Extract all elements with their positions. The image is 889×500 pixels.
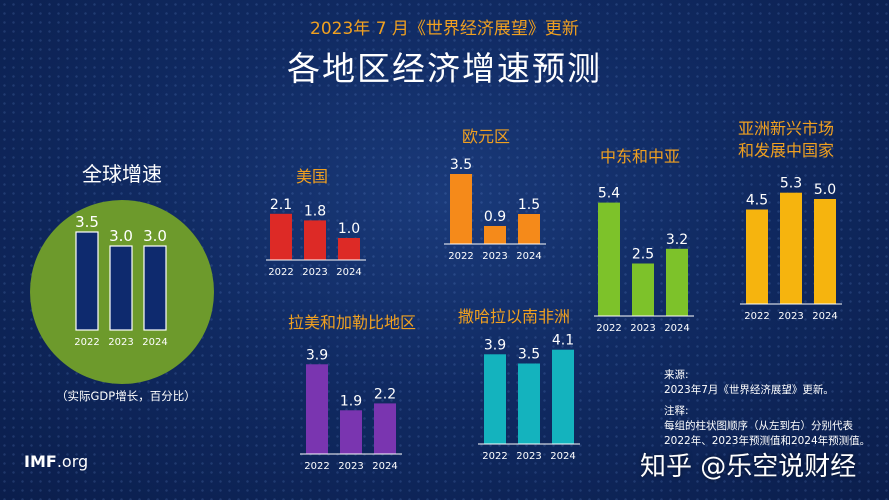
latam-bar-2024 — [374, 403, 396, 454]
gdp-unit-note: （实际GDP增长，百分比） — [56, 389, 196, 403]
us-value-label-2024: 1.0 — [338, 221, 360, 237]
chart-euro: 3.5 2022 0.9 2023 1.5 2024 — [444, 157, 546, 262]
chart-ssa: 3.9 2022 3.5 2023 4.1 2024 — [478, 333, 580, 462]
global-growth-title: 全球增速 — [82, 162, 162, 186]
mena-bar-2022 — [598, 202, 620, 316]
ssa-tick-label-2024: 2024 — [550, 451, 575, 462]
ssa-tick-label-2022: 2022 — [482, 451, 507, 462]
mena-title: 中东和中亚 — [600, 147, 681, 166]
latam-tick-label-2022: 2022 — [304, 461, 329, 472]
chart-asia: 4.5 2022 5.3 2023 5.0 2024 — [740, 176, 842, 322]
latam-tick-label-2023: 2023 — [338, 461, 363, 472]
ssa-bar-2022 — [484, 354, 506, 444]
us-bar-2023 — [304, 220, 326, 260]
latam-bar-2023 — [340, 410, 362, 454]
report-subtitle: 2023年 7 月《世界经济展望》更新 — [310, 19, 579, 39]
ssa-title: 撒哈拉以南非洲 — [458, 307, 571, 326]
imf-logo[interactable]: IMF.org — [24, 452, 88, 471]
asia-bar-2023 — [780, 192, 802, 304]
source-label: 来源: — [664, 369, 689, 381]
asia-tick-label-2022: 2022 — [744, 311, 769, 322]
latam-tick-label-2024: 2024 — [372, 461, 397, 472]
ssa-value-label-2024: 4.1 — [552, 333, 574, 349]
euro-tick-label-2023: 2023 — [482, 251, 507, 262]
us-value-label-2023: 1.8 — [304, 203, 326, 219]
euro-title: 欧元区 — [462, 127, 511, 146]
chart-latam: 3.9 2022 1.9 2023 2.2 2024 — [300, 347, 402, 472]
global-value-label-2024: 3.0 — [143, 227, 167, 245]
ssa-value-label-2022: 3.9 — [484, 337, 506, 353]
latam-title: 拉美和加勒比地区 — [288, 313, 417, 332]
euro-tick-label-2024: 2024 — [516, 251, 541, 262]
mena-value-label-2023: 2.5 — [632, 247, 654, 263]
mena-bar-2023 — [632, 263, 654, 316]
zhihu-watermark: 知乎 @乐空说财经 — [640, 452, 857, 482]
notes-label: 注释: — [664, 405, 689, 417]
global-bar-2022 — [75, 231, 99, 331]
global-bar-2024 — [143, 245, 167, 331]
euro-value-label-2022: 3.5 — [450, 157, 472, 173]
euro-bar-2022 — [450, 174, 472, 244]
global-value-label-2023: 3.0 — [109, 227, 133, 245]
euro-value-label-2023: 0.9 — [484, 209, 506, 225]
mena-tick-label-2022: 2022 — [596, 323, 621, 334]
ssa-bar-2023 — [518, 363, 540, 444]
us-value-label-2022: 2.1 — [270, 197, 292, 213]
global-tick-label-2022: 2022 — [74, 337, 99, 348]
euro-bar-2023 — [484, 226, 506, 244]
asia-value-label-2024: 5.0 — [814, 182, 836, 198]
page-title: 各地区经济增速预测 — [287, 49, 602, 88]
us-tick-label-2024: 2024 — [336, 267, 361, 278]
latam-value-label-2024: 2.2 — [374, 386, 396, 402]
mena-tick-label-2024: 2024 — [664, 323, 689, 334]
global-tick-label-2023: 2023 — [108, 337, 133, 348]
euro-bar-2024 — [518, 214, 540, 244]
asia-title-line-2: 和发展中国家 — [738, 141, 835, 160]
euro-value-label-2024: 1.5 — [518, 197, 540, 213]
source-block: 来源: 2023年7月《世界经济展望》更新。 注释: 每组的柱状图顺序（从左到右… — [664, 368, 870, 449]
asia-value-label-2022: 4.5 — [746, 193, 768, 209]
us-tick-label-2022: 2022 — [268, 267, 293, 278]
ssa-value-label-2023: 3.5 — [518, 347, 540, 363]
global-bar-2023 — [109, 245, 133, 331]
notes-line-2: 2022年、2023年预测值和2024年预测值。 — [664, 435, 871, 447]
asia-value-label-2023: 5.3 — [780, 176, 802, 192]
asia-tick-label-2023: 2023 — [778, 311, 803, 322]
asia-tick-label-2024: 2024 — [812, 311, 837, 322]
global-tick-label-2024: 2024 — [142, 337, 167, 348]
us-tick-label-2023: 2023 — [302, 267, 327, 278]
us-bar-2022 — [270, 213, 292, 260]
ssa-tick-label-2023: 2023 — [516, 451, 541, 462]
latam-value-label-2023: 1.9 — [340, 393, 362, 409]
us-title: 美国 — [296, 167, 329, 186]
chart-us: 2.1 2022 1.8 2023 1.0 2024 — [266, 197, 366, 278]
imf-logo-bold: IMF — [24, 452, 57, 471]
mena-value-label-2022: 5.4 — [598, 186, 620, 202]
latam-value-label-2022: 3.9 — [306, 347, 328, 363]
chart-mena: 5.4 2022 2.5 2023 3.2 2024 — [594, 186, 694, 334]
mena-value-label-2024: 3.2 — [666, 232, 688, 248]
asia-bar-2024 — [814, 199, 836, 304]
imf-logo-rest: .org — [56, 452, 89, 471]
mena-tick-label-2023: 2023 — [630, 323, 655, 334]
euro-tick-label-2022: 2022 — [448, 251, 473, 262]
asia-title: 亚洲新兴市场 和发展中国家 — [738, 118, 834, 162]
global-value-label-2022: 3.5 — [75, 213, 99, 231]
notes-line-1: 每组的柱状图顺序（从左到右）分别代表 — [664, 420, 853, 432]
ssa-bar-2024 — [552, 349, 574, 444]
mena-bar-2024 — [666, 248, 688, 316]
asia-title-line-1: 亚洲新兴市场 — [738, 119, 835, 138]
asia-bar-2022 — [746, 209, 768, 304]
source-text: 2023年7月《世界经济展望》更新。 — [664, 384, 834, 396]
us-bar-2024 — [338, 238, 360, 260]
latam-bar-2022 — [306, 364, 328, 454]
chart-global: 3.5 2022 3.0 2023 3.0 2024 — [74, 213, 167, 348]
